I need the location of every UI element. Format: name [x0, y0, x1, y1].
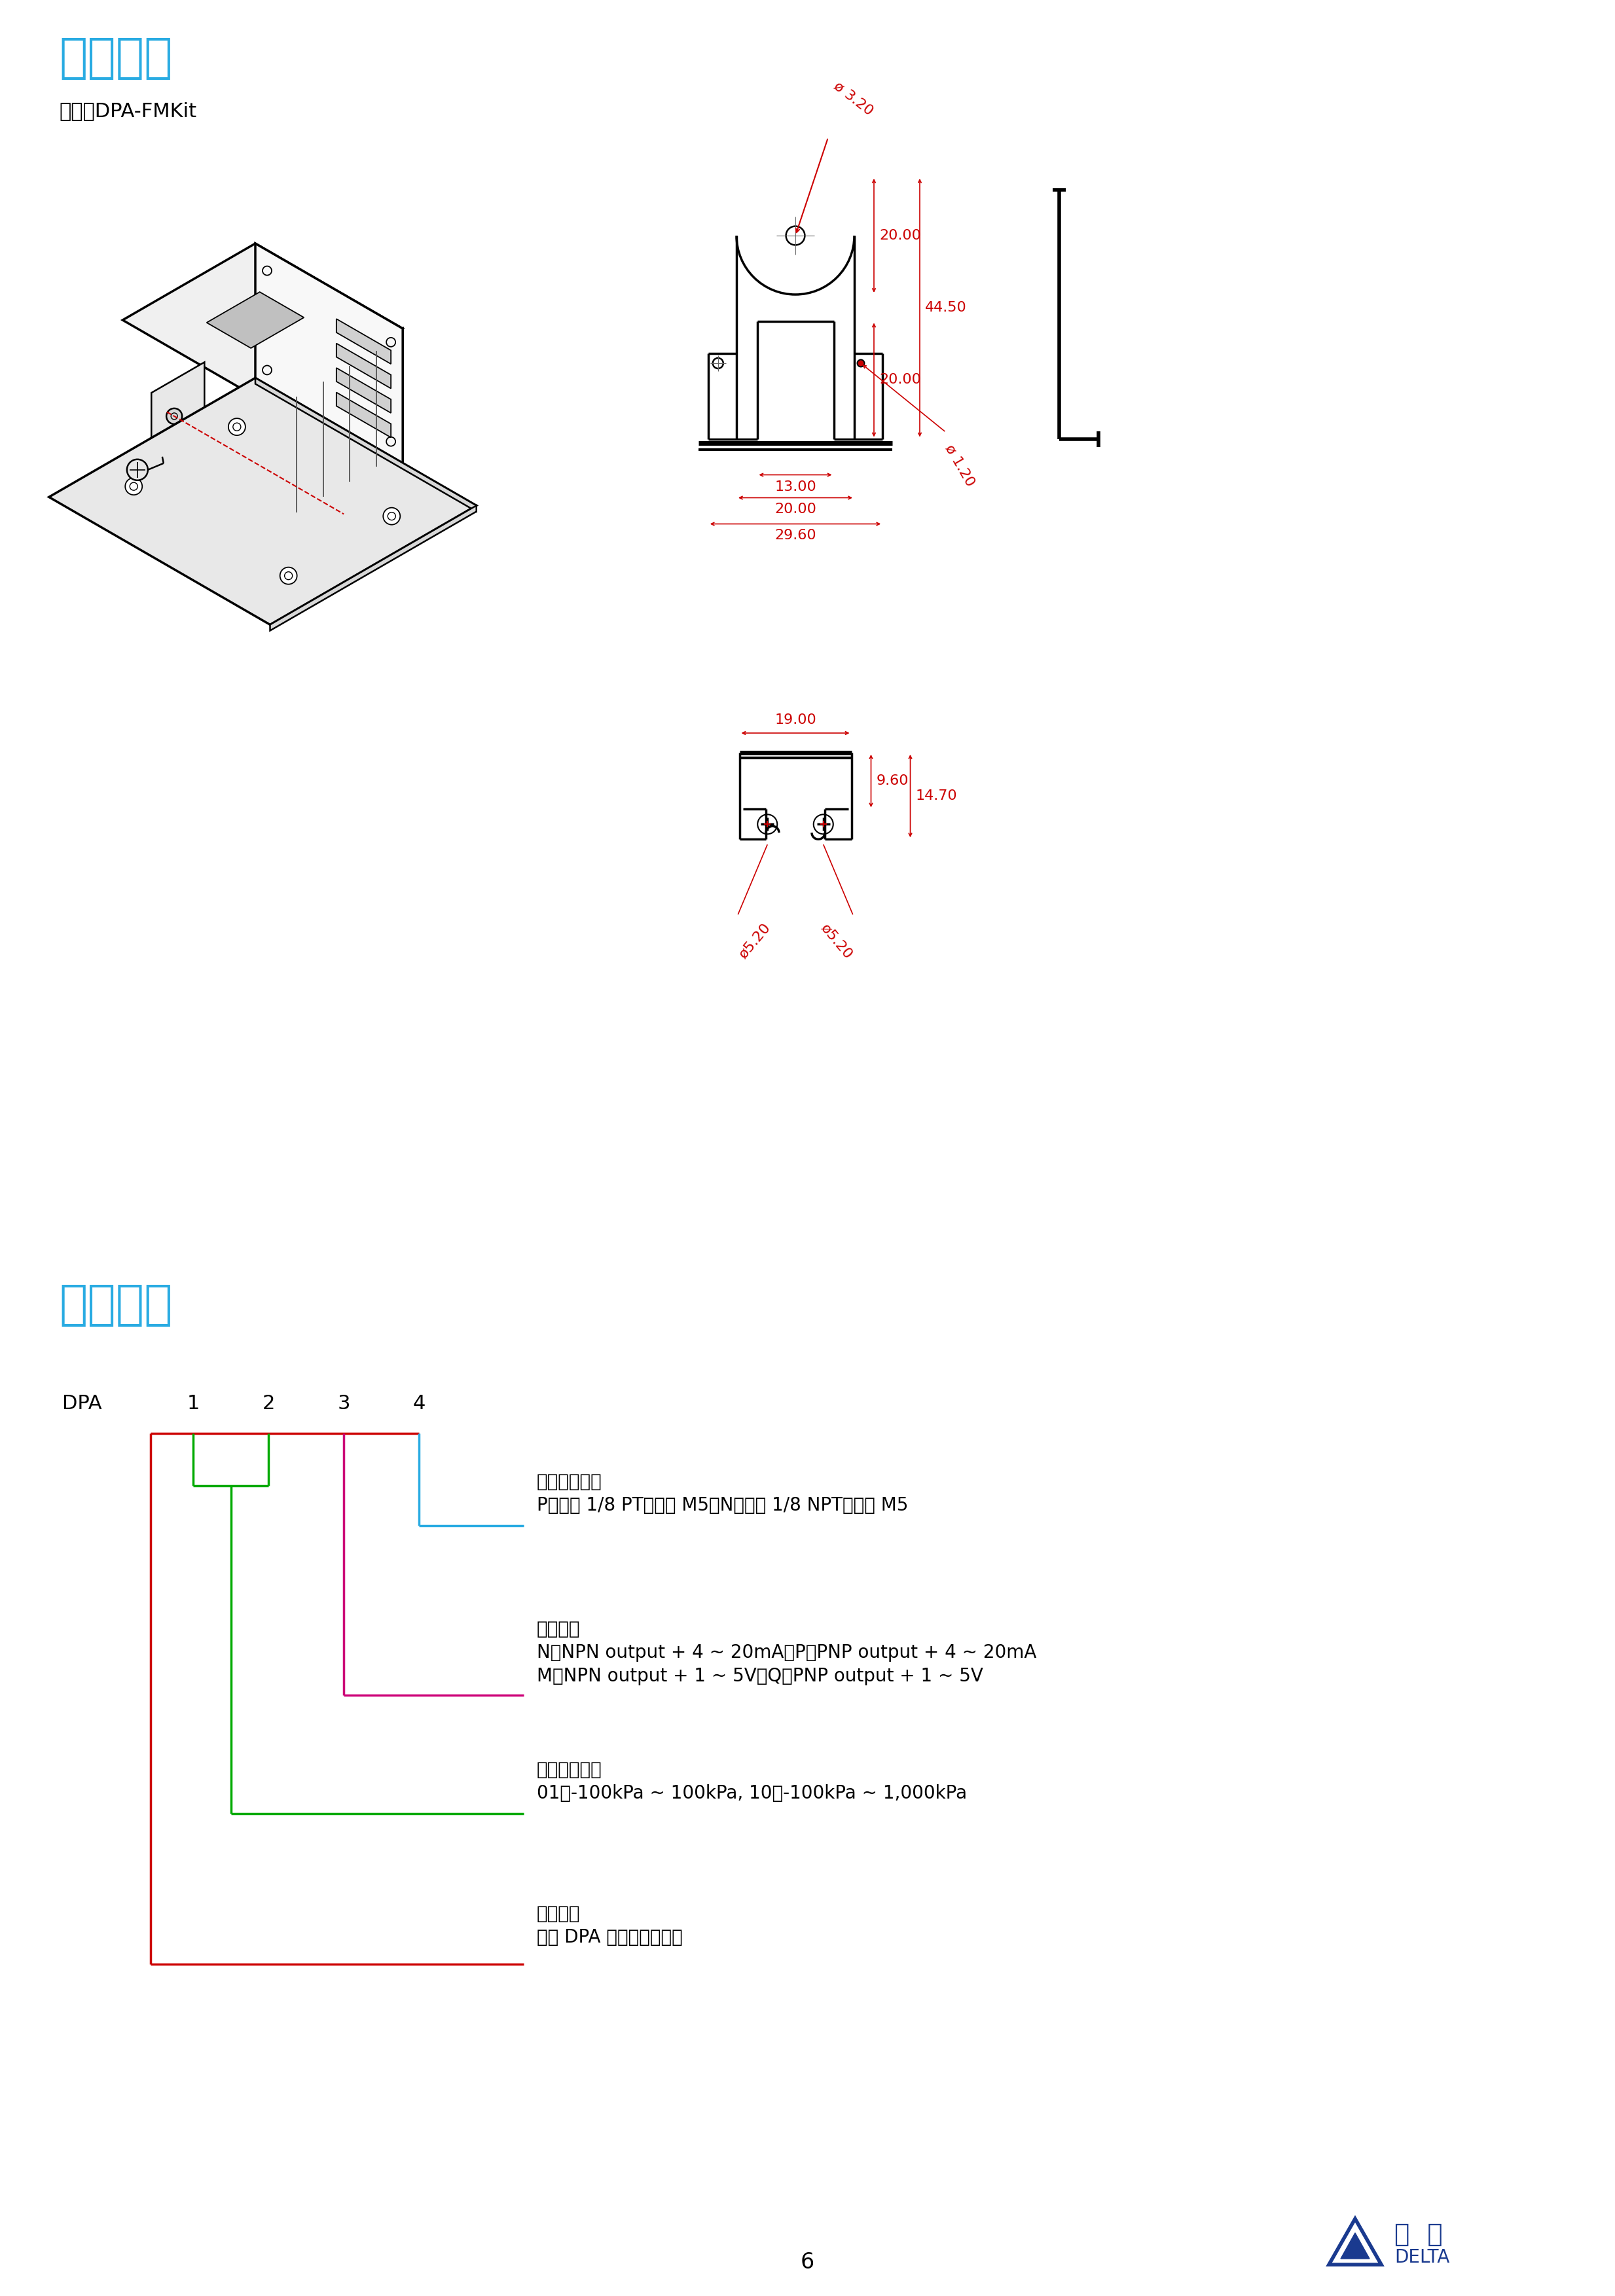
Circle shape — [279, 567, 297, 583]
Polygon shape — [48, 379, 476, 625]
Circle shape — [166, 409, 182, 425]
Text: 2: 2 — [262, 1394, 275, 1412]
Text: 6: 6 — [799, 2252, 814, 2273]
Text: 输出型式: 输出型式 — [536, 1621, 580, 1639]
Text: 29.60: 29.60 — [775, 528, 816, 542]
Text: 1: 1 — [187, 1394, 200, 1412]
Polygon shape — [336, 344, 391, 388]
Polygon shape — [336, 319, 391, 365]
Polygon shape — [152, 363, 205, 475]
Text: 44.50: 44.50 — [925, 301, 967, 315]
Text: 01：-100kPa ~ 100kPa, 10：-100kPa ~ 1,000kPa: 01：-100kPa ~ 100kPa, 10：-100kPa ~ 1,000k… — [536, 1784, 967, 1802]
Text: P：外孔 1/8 PT、内孔 M5；N：外孔 1/8 NPT、内孔 M5: P：外孔 1/8 PT、内孔 M5；N：外孔 1/8 NPT、内孔 M5 — [536, 1497, 908, 1515]
Text: 20.00: 20.00 — [879, 374, 921, 386]
Text: 选购资讯: 选购资讯 — [58, 1283, 173, 1327]
Polygon shape — [255, 243, 402, 464]
Text: M：NPN output + 1 ~ 5V；Q：PNP output + 1 ~ 5V: M：NPN output + 1 ~ 5V；Q：PNP output + 1 ~… — [536, 1667, 984, 1685]
Text: 测量压力范围: 测量压力范围 — [536, 1761, 602, 1779]
Text: 角架配件: 角架配件 — [58, 37, 173, 80]
Text: 产品名称: 产品名称 — [536, 1906, 580, 1924]
Polygon shape — [336, 393, 391, 439]
Polygon shape — [270, 505, 476, 631]
Text: ø 3.20: ø 3.20 — [832, 78, 875, 117]
Text: 压力气孔型式: 压力气孔型式 — [536, 1472, 602, 1490]
Circle shape — [383, 507, 401, 526]
Polygon shape — [270, 328, 402, 542]
Text: 14.70: 14.70 — [916, 790, 958, 804]
Text: DPA: DPA — [63, 1394, 102, 1412]
Polygon shape — [123, 243, 402, 404]
Text: 3: 3 — [338, 1394, 350, 1412]
Text: 13.00: 13.00 — [775, 480, 816, 494]
Text: 20.00: 20.00 — [775, 503, 816, 517]
Circle shape — [128, 459, 149, 480]
Text: 19.00: 19.00 — [775, 714, 816, 726]
Text: DELTA: DELTA — [1394, 2248, 1450, 2266]
Polygon shape — [207, 292, 304, 349]
Text: 9.60: 9.60 — [877, 774, 909, 788]
Text: 20.00: 20.00 — [879, 230, 921, 241]
Text: ø 1.20: ø 1.20 — [943, 443, 977, 489]
Text: 台达 DPA 系列压力传感器: 台达 DPA 系列压力传感器 — [536, 1929, 683, 1947]
Text: ø5.20: ø5.20 — [819, 921, 854, 962]
Text: 台  达: 台 达 — [1394, 2223, 1442, 2248]
Text: 4: 4 — [412, 1394, 425, 1412]
Polygon shape — [1340, 2234, 1370, 2259]
Circle shape — [858, 360, 864, 365]
Text: N：NPN output + 4 ~ 20mA；P：PNP output + 4 ~ 20mA: N：NPN output + 4 ~ 20mA；P：PNP output + 4… — [536, 1644, 1037, 1662]
Text: ø5.20: ø5.20 — [736, 921, 772, 962]
Circle shape — [126, 478, 142, 496]
Polygon shape — [255, 379, 476, 512]
Polygon shape — [336, 367, 391, 413]
Text: 型號：DPA-FMKit: 型號：DPA-FMKit — [58, 101, 197, 119]
Circle shape — [228, 418, 245, 436]
